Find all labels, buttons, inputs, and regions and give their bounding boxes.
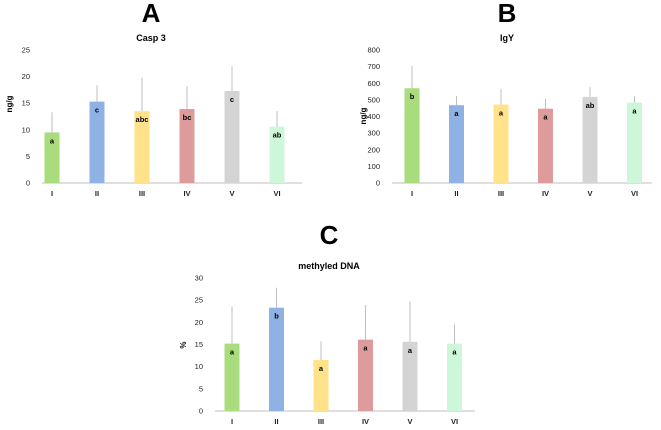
y-axis-label-c: % — [179, 341, 188, 348]
panel-letter-b: B — [498, 0, 517, 28]
y-axis-label-a: ng/g — [5, 95, 14, 112]
x-tick-label-a: III — [139, 189, 145, 198]
significance-letter-c: b — [274, 312, 279, 321]
significance-letter-a: ab — [273, 131, 282, 140]
y-tick-label-c: 10 — [195, 362, 203, 371]
x-tick-label-b: V — [587, 189, 592, 198]
significance-letter-c: a — [452, 348, 457, 357]
x-tick-label-c: III — [318, 417, 324, 426]
panel-c-chart: C methyled DNA % 0 5 10 15 20 25 30 a Ib II a III a I… — [179, 220, 475, 426]
bar-b — [582, 96, 598, 183]
plot-area-c: 0 5 10 15 20 25 30 a Ib II a III a IV a Va VI — [195, 274, 475, 426]
x-tick-label-c: I — [231, 417, 233, 426]
bar-a — [179, 109, 195, 183]
bar-c — [402, 341, 418, 411]
y-tick-label-a: 15 — [22, 99, 30, 108]
x-tick-label-b: III — [498, 189, 504, 198]
significance-letter-a: abc — [136, 115, 149, 124]
significance-letter-b: a — [499, 109, 504, 118]
x-tick-label-a: I — [51, 189, 53, 198]
y-tick-label-c: 15 — [195, 340, 203, 349]
significance-letter-b: a — [454, 109, 459, 118]
y-tick-label-b: 100 — [367, 162, 380, 171]
y-tick-label-c: 30 — [195, 274, 203, 283]
significance-letter-b: b — [410, 92, 415, 101]
significance-letter-b: ab — [586, 101, 595, 110]
y-tick-label-b: 500 — [367, 95, 380, 104]
y-tick-label-b: 300 — [367, 129, 380, 138]
y-tick-label-a: 20 — [22, 72, 30, 81]
bar-c — [224, 343, 240, 411]
bar-c — [447, 343, 462, 411]
bar-a — [224, 90, 240, 183]
bar-b — [627, 102, 642, 183]
bar-a — [89, 101, 105, 183]
panel-letter-a: A — [142, 0, 161, 28]
x-tick-label-b: I — [411, 189, 413, 198]
significance-letter-c: a — [408, 346, 413, 355]
significance-letter-b: a — [543, 113, 548, 122]
panel-letter-c: C — [320, 220, 339, 250]
y-tick-label-c: 25 — [195, 296, 203, 305]
panel-b-chart: B IgY ng/g 0 100 200 300 400 500 600 700 800 b Ia I… — [359, 0, 652, 198]
x-tick-label-a: II — [95, 189, 99, 198]
y-tick-label-c: 5 — [199, 384, 203, 393]
y-tick-label-a: 0 — [26, 179, 30, 188]
y-tick-label-b: 200 — [367, 145, 380, 154]
significance-letter-c: a — [230, 348, 235, 357]
x-tick-label-a: V — [229, 189, 234, 198]
x-tick-label-a: VI — [273, 189, 280, 198]
y-tick-label-b: 700 — [367, 62, 380, 71]
y-tick-label-c: 0 — [199, 407, 203, 416]
bar-c — [358, 339, 373, 411]
y-tick-label-b: 800 — [367, 46, 380, 55]
bar-c — [269, 307, 284, 411]
y-tick-label-a: 10 — [22, 125, 30, 134]
y-tick-label-b: 400 — [367, 112, 380, 121]
x-tick-label-b: IV — [542, 189, 549, 198]
significance-letter-c: a — [363, 344, 368, 353]
bar-b — [404, 88, 420, 183]
y-tick-label-c: 20 — [195, 318, 203, 327]
y-tick-label-a: 5 — [26, 152, 30, 161]
x-tick-label-b: VI — [631, 189, 638, 198]
panel-a-chart: A Casp 3 ng/g 0 5 10 15 20 25 a Ic II abc III bc IV c… — [5, 0, 302, 198]
chart-title-igy: IgY — [500, 33, 514, 43]
bar-c — [313, 360, 329, 411]
bar-b — [538, 108, 553, 183]
y-tick-label-b: 600 — [367, 79, 380, 88]
x-tick-label-a: IV — [183, 189, 190, 198]
bar-a — [134, 111, 150, 183]
significance-letter-b: a — [632, 107, 637, 116]
bar-b — [493, 104, 509, 183]
significance-letter-a: bc — [183, 113, 192, 122]
y-tick-label-b: 0 — [376, 179, 380, 188]
y-tick-label-a: 25 — [22, 46, 30, 55]
x-tick-label-c: II — [274, 417, 278, 426]
chart-title-casp3: Casp 3 — [136, 33, 166, 43]
bar-b — [449, 105, 464, 183]
significance-letter-c: a — [319, 364, 324, 373]
x-tick-label-c: IV — [362, 417, 369, 426]
x-tick-label-c: VI — [451, 417, 458, 426]
significance-letter-a: a — [50, 136, 55, 145]
x-tick-label-c: V — [407, 417, 412, 426]
plot-area-a: 0 5 10 15 20 25 a Ic II abc III bc IV c Vab VI — [22, 46, 302, 198]
chart-title-methyled-dna: methyled DNA — [298, 261, 360, 271]
bar-a — [44, 132, 60, 183]
plot-area-b: 0 100 200 300 400 500 600 700 800 b Ia II a III a IV ab V… — [367, 46, 652, 198]
significance-letter-a: c — [230, 95, 234, 104]
bar-a — [269, 126, 285, 183]
significance-letter-a: c — [95, 106, 99, 115]
y-axis-label-b: ng/g — [359, 107, 368, 124]
x-tick-label-b: II — [454, 189, 458, 198]
